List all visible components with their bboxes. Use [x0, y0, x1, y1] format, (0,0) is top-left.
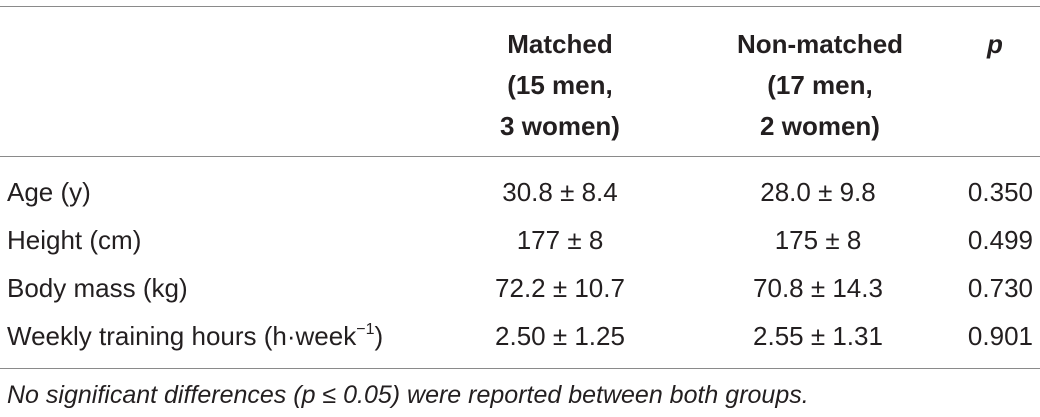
row-matched-value: 177 ± 8	[516, 225, 604, 255]
row-label-suffix: )	[374, 321, 384, 351]
table-row: Age (y) 30.8 ± 8.4 28.0 ± 9.8 0.350	[0, 168, 1040, 216]
row-label-with-unit: Weekly training hours (h·week−1)	[7, 312, 383, 360]
row-p-value: 0.499	[967, 225, 1033, 255]
row-matched-value: 2.50 ± 1.25	[495, 321, 625, 351]
header-matched-line-3: 3 women)	[500, 111, 620, 141]
row-label-text: Weekly training hours (h·week	[7, 321, 357, 351]
table-bottom-rule	[0, 368, 1040, 369]
header-p-label: p	[987, 29, 1003, 59]
table-header-rule	[0, 156, 1040, 157]
row-non-matched-value: 175 ± 8	[774, 225, 862, 255]
row-label: Height (cm)	[7, 225, 142, 255]
table-row: Height (cm) 177 ± 8 175 ± 8 0.499	[0, 216, 1040, 264]
table-row: Weekly training hours (h·week−1) 2.50 ± …	[0, 312, 1040, 360]
header-non-matched: Non-matched (17 men, 2 women)	[710, 24, 930, 147]
row-matched-value: 72.2 ± 10.7	[495, 273, 625, 303]
row-p-value: 0.350	[967, 177, 1033, 207]
row-non-matched-value: 70.8 ± 14.3	[753, 273, 883, 303]
row-matched-value: 30.8 ± 8.4	[502, 177, 618, 207]
row-p-value: 0.901	[967, 321, 1033, 351]
header-matched: Matched (15 men, 3 women)	[460, 24, 660, 147]
header-p-value: p	[965, 24, 1025, 65]
row-non-matched-value: 2.55 ± 1.31	[753, 321, 883, 351]
header-non-matched-line-2: (17 men,	[767, 70, 873, 100]
row-p-value: 0.730	[967, 273, 1033, 303]
header-non-matched-line-3: 2 women)	[760, 111, 880, 141]
table-footnote: No significant differences (p ≤ 0.05) we…	[7, 381, 809, 409]
header-matched-line-2: (15 men,	[507, 70, 613, 100]
table-top-rule	[0, 6, 1040, 7]
row-label: Age (y)	[7, 177, 91, 207]
header-non-matched-line-1: Non-matched	[736, 29, 904, 59]
header-matched-line-1: Matched	[507, 29, 613, 59]
row-non-matched-value: 28.0 ± 9.8	[760, 177, 876, 207]
table-row: Body mass (kg) 72.2 ± 10.7 70.8 ± 14.3 0…	[0, 264, 1040, 312]
row-label-superscript: −1	[356, 321, 375, 338]
row-label: Body mass (kg)	[7, 273, 188, 303]
